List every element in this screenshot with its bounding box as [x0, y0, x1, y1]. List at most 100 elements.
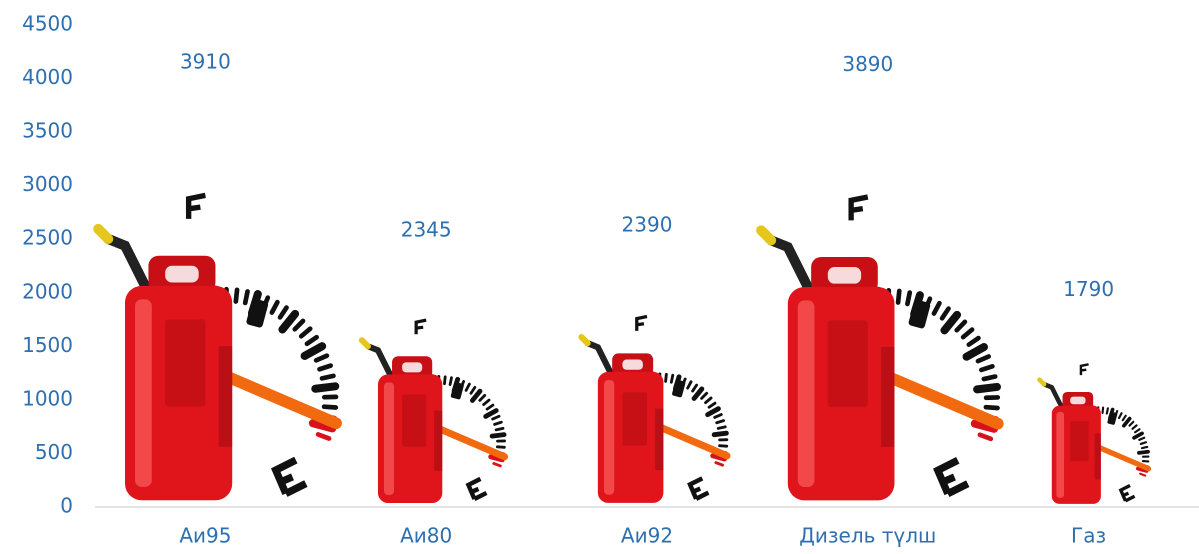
can-shine [1056, 412, 1064, 498]
gauge-tick [1103, 408, 1104, 413]
gauge-tick [280, 308, 286, 318]
gauge-tick [301, 329, 310, 337]
gauge-full-mark [416, 320, 426, 334]
can-recess [881, 347, 894, 447]
gauge-tick [315, 386, 335, 388]
gauge-tick [472, 391, 480, 400]
gauge-tick [720, 446, 727, 447]
gauge-empty-mark [276, 460, 306, 494]
can-handle-hole [402, 362, 422, 372]
pump-icon [672, 379, 686, 397]
value-label: 1790 [1063, 277, 1114, 301]
gauge-tick [702, 393, 707, 398]
gauge-tick [708, 409, 719, 415]
y-tick-label: 500 [35, 440, 73, 464]
gauge-full-mark [637, 317, 647, 331]
gauge-tick [944, 315, 957, 331]
can-label [622, 392, 647, 445]
can-shine [798, 300, 815, 487]
can-spout [588, 343, 611, 372]
can-spout-tip [1040, 380, 1045, 385]
bar [761, 197, 998, 500]
gauge-empty-mark [468, 479, 486, 499]
gauge-tick [1107, 408, 1108, 413]
gauge-needle [1095, 446, 1149, 469]
x-tick-label: Аи80 [400, 524, 452, 548]
gauge-tick [980, 435, 991, 439]
gauge-tick [324, 407, 336, 408]
gauge-tick [496, 428, 503, 430]
gauge-tick [272, 302, 278, 312]
gauge-tick [471, 387, 475, 393]
gauge-full-mark [851, 197, 868, 220]
y-tick-label: 2500 [22, 226, 73, 250]
gauge-tick [671, 375, 672, 382]
page: {"chart_data": {"type": "bar", "categori… [0, 0, 1199, 550]
gauge-tick [694, 389, 702, 399]
gauge-tick [969, 338, 979, 345]
gauge-tick [967, 347, 984, 357]
value-label: 3890 [842, 52, 893, 76]
gauge-tick [981, 366, 992, 370]
gauge-tick [957, 322, 965, 330]
gauge-tick [245, 291, 247, 302]
gauge-tick [1124, 419, 1130, 426]
gauge-tick [718, 427, 725, 429]
gauge-tick [715, 415, 722, 418]
gauge-tick [492, 435, 504, 436]
gauge-needle [434, 427, 504, 457]
can-shine [604, 380, 614, 495]
gauge-tick [898, 291, 899, 303]
gauge-tick [963, 330, 972, 337]
can-recess [219, 346, 232, 447]
gauge-tick [907, 293, 909, 304]
gauge-tick [714, 433, 726, 434]
bar [1040, 364, 1149, 504]
gauge-tick [1132, 425, 1136, 428]
y-tick-label: 4000 [22, 65, 73, 89]
gauge-tick [1142, 447, 1147, 448]
gauge-tick [1139, 452, 1148, 453]
can-spout [108, 239, 145, 286]
gauge-full-mark [1081, 364, 1089, 375]
pump-icon [908, 299, 931, 329]
gauge-tick [322, 376, 333, 379]
gauge-tick [1140, 474, 1145, 476]
gauge-tick [1141, 442, 1146, 444]
chart: 050010001500200025003000350040004500Аи95… [0, 0, 1199, 550]
gauge-tick [487, 405, 493, 409]
x-tick-label: Аи95 [179, 524, 231, 548]
gauge-tick [318, 434, 329, 438]
gauge-tick [480, 395, 485, 400]
can-recess [1095, 433, 1101, 479]
can-recess [655, 409, 663, 470]
gauge-tick [486, 411, 497, 417]
x-tick-label: Дизель түлш [799, 524, 936, 548]
gauge-tick [716, 463, 723, 466]
gauge-tick [977, 387, 997, 389]
can-label [402, 394, 426, 446]
y-tick-label: 3000 [22, 172, 73, 196]
x-tick-label: Аи92 [621, 524, 673, 548]
can-label [165, 319, 205, 406]
can-spout [368, 346, 390, 374]
can-recess [434, 411, 442, 471]
gauge-tick [942, 309, 948, 319]
gauge-tick [1130, 422, 1134, 426]
gauge-tick [666, 374, 667, 381]
y-tick-label: 2000 [22, 279, 73, 303]
x-tick-label: Газ [1071, 524, 1106, 548]
gauge-tick [978, 356, 989, 361]
can-shine [135, 299, 152, 487]
gauge-tick [717, 421, 724, 423]
can-spout-tip [581, 337, 587, 343]
pump-icon [246, 298, 269, 328]
gauge-tick [466, 384, 469, 390]
can-spout [771, 240, 808, 287]
bar [581, 317, 726, 503]
gauge-tick [493, 416, 499, 419]
gauge-tick [1134, 433, 1142, 437]
gauge-tick [236, 290, 237, 302]
bar [98, 195, 336, 500]
gauge-tick [494, 463, 501, 465]
